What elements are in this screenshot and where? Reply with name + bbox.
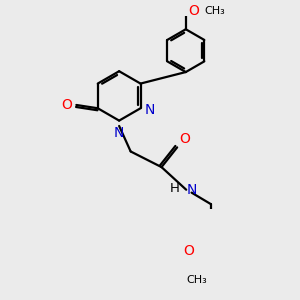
Text: O: O — [184, 244, 194, 258]
Text: N: N — [145, 103, 155, 117]
Text: CH₃: CH₃ — [204, 6, 225, 16]
Text: CH₃: CH₃ — [186, 274, 207, 284]
Text: N: N — [186, 183, 197, 197]
Text: O: O — [179, 132, 190, 146]
Text: O: O — [61, 98, 72, 112]
Text: N: N — [113, 126, 124, 140]
Text: H: H — [170, 182, 180, 195]
Text: O: O — [188, 4, 199, 18]
